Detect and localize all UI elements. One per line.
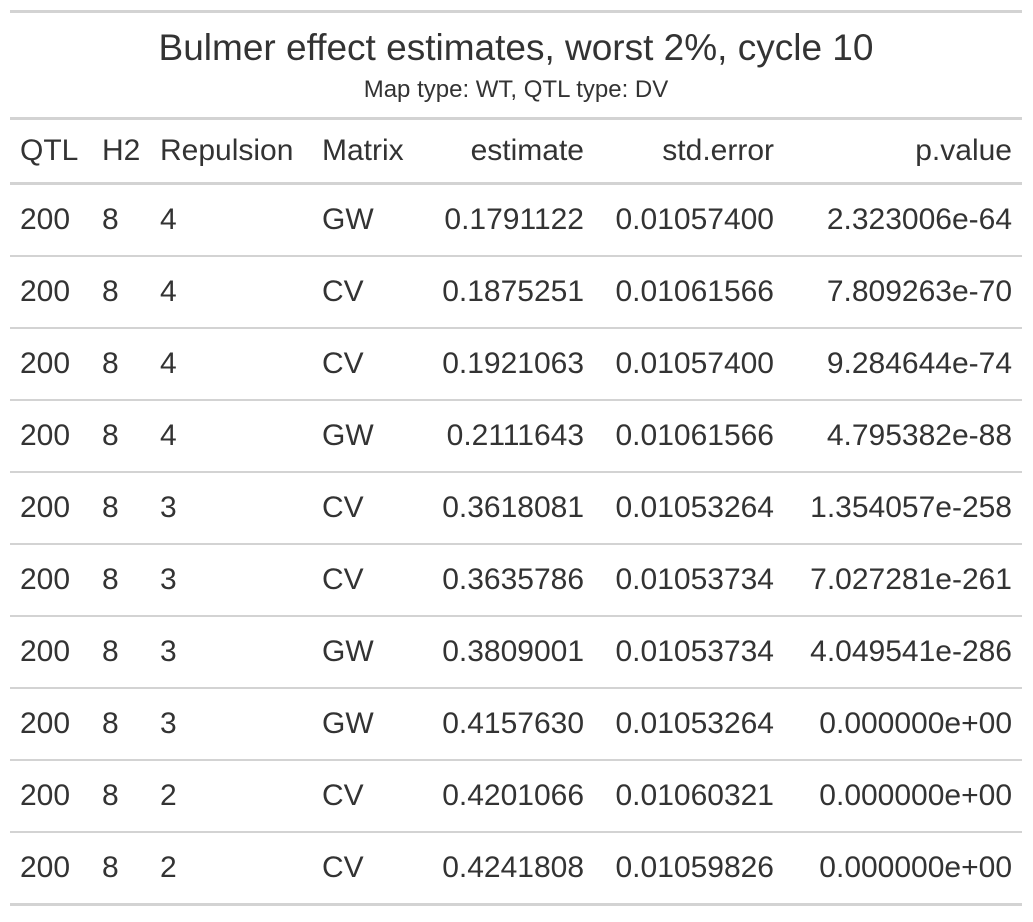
cell-h2: 8 (92, 256, 150, 329)
cell-estimate: 0.2111643 (422, 400, 594, 473)
cell-p-value: 0.000000e+00 (784, 688, 1022, 761)
cell-matrix: GW (312, 688, 422, 761)
cell-p-value: 7.027281e-261 (784, 544, 1022, 617)
cell-p-value: 1.354057e-258 (784, 472, 1022, 545)
cell-std-error: 0.01059826 (594, 832, 784, 906)
table-row: 200 8 3 CV 0.3618081 0.01053264 1.354057… (10, 472, 1022, 545)
cell-repulsion: 2 (150, 760, 312, 833)
heading-rule (10, 117, 1022, 120)
cell-repulsion: 2 (150, 832, 312, 906)
cell-std-error: 0.01053264 (594, 472, 784, 545)
cell-qtl: 200 (10, 183, 92, 257)
cell-h2: 8 (92, 688, 150, 761)
cell-qtl: 200 (10, 616, 92, 689)
cell-estimate: 0.1875251 (422, 256, 594, 329)
table-row: 200 8 4 GW 0.1791122 0.01057400 2.323006… (10, 183, 1022, 257)
cell-qtl: 200 (10, 328, 92, 401)
cell-h2: 8 (92, 832, 150, 906)
cell-h2: 8 (92, 183, 150, 257)
table-row: 200 8 4 GW 0.2111643 0.01061566 4.795382… (10, 400, 1022, 473)
cell-p-value: 2.323006e-64 (784, 183, 1022, 257)
cell-estimate: 0.3809001 (422, 616, 594, 689)
cell-matrix: CV (312, 832, 422, 906)
column-header-repulsion: Repulsion (150, 120, 312, 185)
header-row: QTL H2 Repulsion Matrix estimate std.err… (10, 120, 1022, 185)
cell-std-error: 0.01061566 (594, 400, 784, 473)
cell-qtl: 200 (10, 760, 92, 833)
cell-matrix: CV (312, 328, 422, 401)
cell-matrix: GW (312, 183, 422, 257)
cell-qtl: 200 (10, 400, 92, 473)
cell-std-error: 0.01060321 (594, 760, 784, 833)
cell-repulsion: 3 (150, 544, 312, 617)
cell-std-error: 0.01053734 (594, 616, 784, 689)
table-row: 200 8 2 CV 0.4201066 0.01060321 0.000000… (10, 760, 1022, 833)
cell-p-value: 0.000000e+00 (784, 760, 1022, 833)
cell-repulsion: 4 (150, 183, 312, 257)
column-header-qtl: QTL (10, 120, 92, 185)
cell-qtl: 200 (10, 832, 92, 906)
cell-h2: 8 (92, 760, 150, 833)
cell-qtl: 200 (10, 688, 92, 761)
table-row: 200 8 3 GW 0.3809001 0.01053734 4.049541… (10, 616, 1022, 689)
cell-std-error: 0.01053734 (594, 544, 784, 617)
column-header-std-error: std.error (594, 120, 784, 185)
cell-p-value: 7.809263e-70 (784, 256, 1022, 329)
cell-std-error: 0.01057400 (594, 183, 784, 257)
cell-std-error: 0.01061566 (594, 256, 784, 329)
cell-h2: 8 (92, 400, 150, 473)
table-row: 200 8 4 CV 0.1875251 0.01061566 7.809263… (10, 256, 1022, 329)
table-row: 200 8 3 CV 0.3635786 0.01053734 7.027281… (10, 544, 1022, 617)
table-row: 200 8 3 GW 0.4157630 0.01053264 0.000000… (10, 688, 1022, 761)
cell-std-error: 0.01053264 (594, 688, 784, 761)
cell-repulsion: 4 (150, 328, 312, 401)
cell-estimate: 0.3635786 (422, 544, 594, 617)
column-header-h2: H2 (92, 120, 150, 185)
table-heading: Bulmer effect estimates, worst 2%, cycle… (10, 13, 1022, 117)
cell-p-value: 4.049541e-286 (784, 616, 1022, 689)
cell-h2: 8 (92, 328, 150, 401)
cell-repulsion: 3 (150, 472, 312, 545)
cell-matrix: CV (312, 760, 422, 833)
cell-h2: 8 (92, 616, 150, 689)
cell-estimate: 0.4201066 (422, 760, 594, 833)
cell-qtl: 200 (10, 544, 92, 617)
cell-repulsion: 3 (150, 688, 312, 761)
cell-estimate: 0.4241808 (422, 832, 594, 906)
table-title: Bulmer effect estimates, worst 2%, cycle… (158, 27, 874, 68)
cell-p-value: 4.795382e-88 (784, 400, 1022, 473)
cell-p-value: 9.284644e-74 (784, 328, 1022, 401)
cell-qtl: 200 (10, 472, 92, 545)
cell-std-error: 0.01057400 (594, 328, 784, 401)
cell-matrix: CV (312, 256, 422, 329)
cell-estimate: 0.4157630 (422, 688, 594, 761)
table-row: 200 8 4 CV 0.1921063 0.01057400 9.284644… (10, 328, 1022, 401)
results-table: QTL H2 Repulsion Matrix estimate std.err… (10, 120, 1022, 906)
cell-h2: 8 (92, 472, 150, 545)
cell-estimate: 0.3618081 (422, 472, 594, 545)
cell-estimate: 0.1791122 (422, 183, 594, 257)
results-table-card: Bulmer effect estimates, worst 2%, cycle… (10, 10, 1022, 906)
cell-matrix: GW (312, 616, 422, 689)
cell-repulsion: 3 (150, 616, 312, 689)
column-header-matrix: Matrix (312, 120, 422, 185)
cell-qtl: 200 (10, 256, 92, 329)
cell-h2: 8 (92, 544, 150, 617)
cell-matrix: GW (312, 400, 422, 473)
table-row: 200 8 2 CV 0.4241808 0.01059826 0.000000… (10, 832, 1022, 906)
column-header-estimate: estimate (422, 120, 594, 185)
column-header-p-value: p.value (784, 120, 1022, 185)
cell-matrix: CV (312, 472, 422, 545)
cell-estimate: 0.1921063 (422, 328, 594, 401)
top-rule (10, 10, 1022, 13)
cell-p-value: 0.000000e+00 (784, 832, 1022, 906)
table-subtitle: Map type: WT, QTL type: DV (363, 76, 669, 103)
cell-matrix: CV (312, 544, 422, 617)
cell-repulsion: 4 (150, 256, 312, 329)
cell-repulsion: 4 (150, 400, 312, 473)
